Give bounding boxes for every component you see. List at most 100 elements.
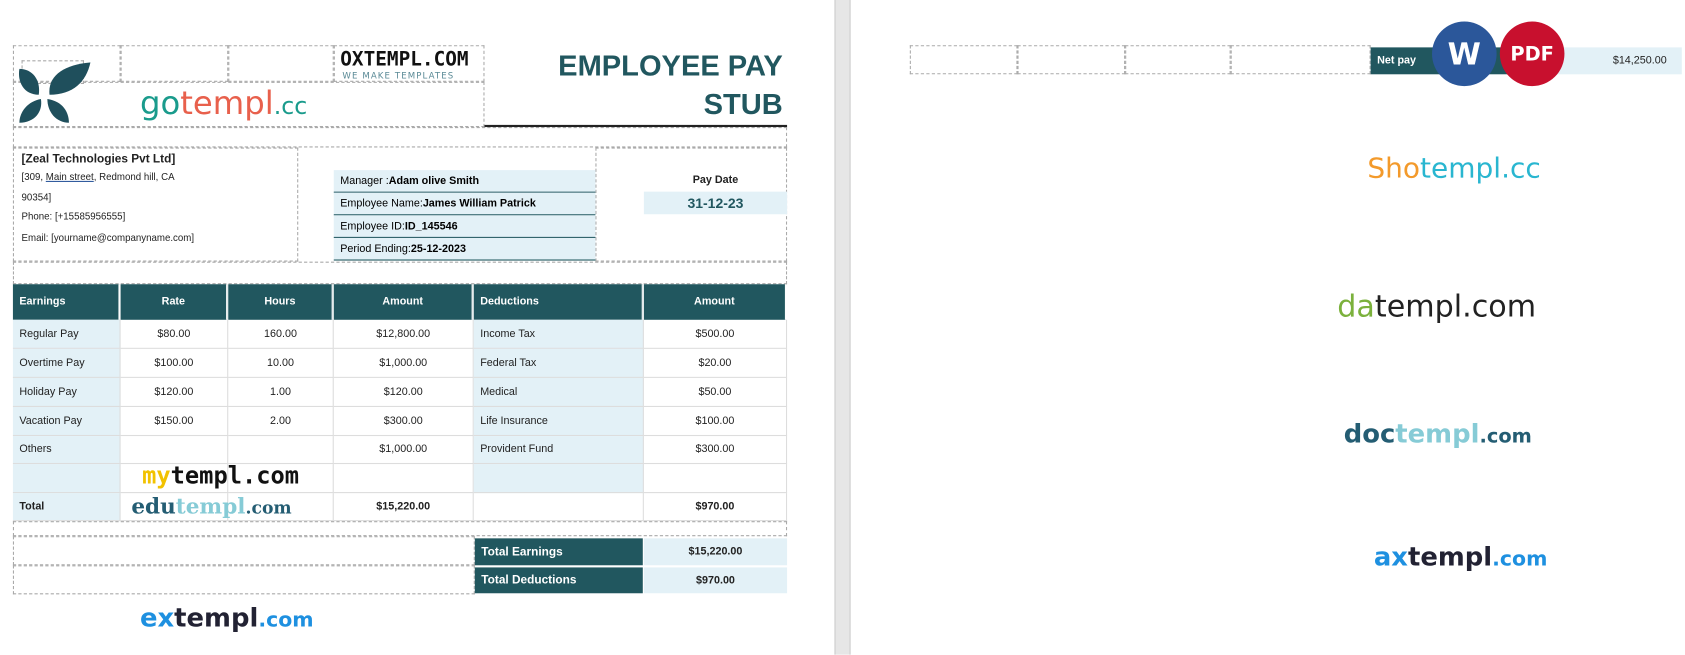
- company-block: [12, 147, 299, 262]
- table-cell: [228, 436, 334, 465]
- table-cell: [473, 493, 644, 522]
- watermark-gotempl: gotempl.cc: [139, 85, 308, 123]
- watermark-shotempl: Shotempl.cc: [1367, 152, 1541, 186]
- net-pay-value: $14,250.00: [1550, 47, 1682, 75]
- employee-id-value: ID_145546: [404, 220, 458, 233]
- manager-label: Manager :: [340, 174, 389, 187]
- table-cell: Provident Fund: [473, 436, 644, 465]
- address-street: Main street: [45, 171, 94, 182]
- total-earnings-amount: $15,220.00: [333, 493, 474, 522]
- total-deductions-value: $970.00: [643, 567, 788, 594]
- watermark-oxtempl-tagline: WE MAKE TEMPLATES: [342, 71, 455, 81]
- grid-cell: [333, 45, 485, 82]
- table-cell: 10.00: [228, 348, 334, 378]
- company-address-line2: 90354]: [21, 191, 52, 203]
- employee-name-value: James William Patrick: [422, 197, 536, 210]
- total-earnings-value: $15,220.00: [643, 538, 788, 566]
- table-cell: [228, 464, 334, 494]
- table-cell: $1,000.00: [333, 348, 474, 378]
- company-name: [Zeal Technologies Pvt Ltd]: [21, 152, 176, 166]
- table-cell: $1,000.00: [333, 436, 474, 465]
- table-cell: $300.00: [643, 436, 788, 465]
- column-header: Hours: [228, 284, 333, 320]
- table-cell: Income Tax: [473, 319, 644, 349]
- total-label: Total: [12, 493, 121, 522]
- pdf-download-icon[interactable]: PDF: [1499, 21, 1565, 87]
- table-cell: $120.00: [333, 377, 474, 407]
- table-cell: 2.00: [228, 406, 334, 437]
- watermark-doctempl: doctempl.com: [1343, 418, 1532, 449]
- page-title-line2: STUB: [703, 88, 783, 121]
- table-cell: [120, 436, 229, 465]
- grid-cell: [228, 45, 334, 82]
- total-earnings-label: Total Earnings: [474, 538, 643, 566]
- column-header: Deductions: [473, 284, 643, 320]
- table-cell: Federal Tax: [473, 348, 644, 378]
- grid-cell: [12, 261, 788, 285]
- employee-name-label: Employee Name:: [340, 197, 423, 210]
- manager-field: Manager : Adam olive Smith: [333, 170, 596, 193]
- manager-value: Adam olive Smith: [388, 174, 480, 187]
- word-download-icon[interactable]: W: [1432, 21, 1497, 87]
- table-cell: [228, 493, 334, 522]
- table-cell: $500.00: [643, 319, 788, 349]
- page-title-line1: EMPLOYEE PAY: [558, 49, 783, 82]
- grid-cell: [1017, 45, 1126, 75]
- watermark-oxtempl: OXTEMPL.COM: [340, 48, 469, 72]
- table-cell: $80.00: [120, 319, 229, 349]
- table-cell: $120.00: [120, 377, 229, 407]
- table-cell: $100.00: [643, 406, 788, 437]
- table-cell: [120, 464, 229, 494]
- address-suffix: , Redmond hill, CA: [93, 171, 175, 182]
- company-email: Email: [yourname@companyname.com]: [21, 232, 195, 244]
- table-cell: Medical: [473, 377, 644, 407]
- total-deductions-label: Total Deductions: [474, 567, 643, 594]
- table-cell: Overtime Pay: [12, 348, 121, 378]
- watermark-edutempl: edutempl.com: [131, 493, 292, 519]
- grid-cell: [909, 45, 1018, 75]
- table-cell: Life Insurance: [473, 406, 644, 437]
- column-header: Amount: [333, 284, 473, 320]
- grid-cell: [12, 536, 475, 566]
- period-ending-label: Period Ending:: [340, 242, 411, 255]
- table-cell: [473, 464, 644, 494]
- table-cell: $100.00: [120, 348, 229, 378]
- employee-id-field: Employee ID: ID_145546: [333, 215, 596, 238]
- period-ending-field: Period Ending: 25-12-2023: [333, 237, 596, 261]
- table-cell: $150.00: [120, 406, 229, 437]
- column-header: Rate: [120, 284, 228, 320]
- employee-name-field: Employee Name: James William Patrick: [333, 192, 596, 216]
- watermark-datempl: datempl.com: [1337, 288, 1537, 325]
- table-cell: [333, 464, 474, 494]
- employee-id-label: Employee ID:: [340, 220, 405, 233]
- table-cell: $300.00: [333, 406, 474, 437]
- watermark-mytempl: mytempl.com: [142, 462, 300, 490]
- grid-cell: [1230, 45, 1371, 75]
- table-cell: 1.00: [228, 377, 334, 407]
- table-cell: [120, 493, 229, 522]
- table-cell: $50.00: [643, 377, 788, 407]
- grid-cell: [12, 81, 485, 128]
- page-separator: [834, 0, 851, 655]
- column-header: Amount: [643, 284, 786, 320]
- table-cell: Vacation Pay: [12, 406, 121, 437]
- column-header: Earnings: [12, 284, 120, 320]
- table-cell: Others: [12, 436, 121, 465]
- table-cell: 160.00: [228, 319, 334, 349]
- watermark-extempl: extempl.com: [139, 602, 314, 634]
- grid-cell: [12, 521, 788, 537]
- total-deductions-amount: $970.00: [643, 493, 788, 522]
- company-phone: Phone: [+15585956555]: [21, 211, 126, 222]
- butterfly-logo-icon: [18, 62, 91, 123]
- grid-cell: [12, 127, 788, 148]
- table-cell: Holiday Pay: [12, 377, 121, 407]
- company-address-line1: [309, Main street, Redmond hill, CA: [22, 171, 175, 182]
- table-cell: [643, 464, 788, 494]
- title-box: EMPLOYEE PAY STUB: [484, 45, 788, 128]
- watermark-axtempl: axtempl.com: [1373, 541, 1548, 572]
- pay-date-value: 31-12-23: [643, 191, 788, 215]
- pay-date-label: Pay Date: [692, 174, 739, 187]
- grid-cell: [1125, 45, 1231, 75]
- table-cell: $20.00: [643, 348, 788, 378]
